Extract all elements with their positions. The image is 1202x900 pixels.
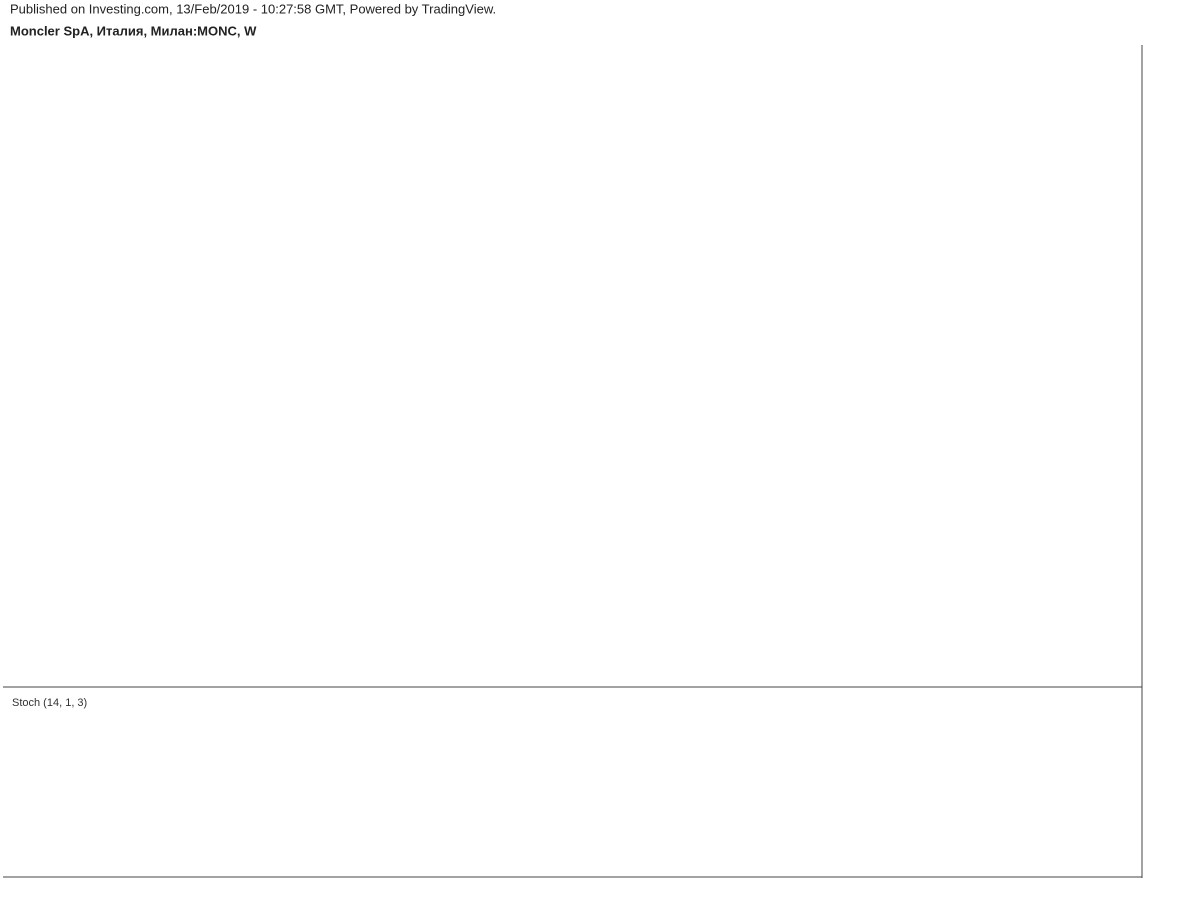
indicator-title: Stoch (14, 1, 3) (12, 697, 87, 709)
symbol-title: Moncler SpA, Италия, Милан:MONC, W (10, 23, 257, 38)
published-note: Published on Investing.com, 13/Feb/2019 … (10, 1, 496, 16)
